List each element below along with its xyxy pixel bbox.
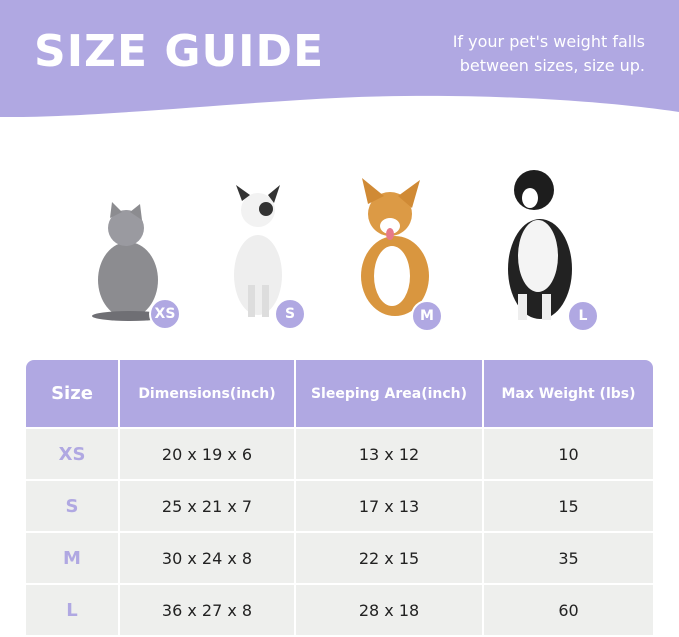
- table-cell: 35: [484, 533, 653, 583]
- size-badge-m: M: [411, 300, 443, 332]
- table-row: M 30 x 24 x 8 22 x 15 35: [26, 533, 653, 583]
- size-cell: S: [26, 481, 118, 531]
- size-badge-xs: XS: [149, 298, 181, 330]
- french-bulldog-image: [234, 185, 282, 317]
- table-cell: 15: [484, 481, 653, 531]
- table-body: XS 20 x 19 x 6 13 x 12 10 S 25 x 21 x 7 17 x 1…: [26, 429, 653, 635]
- size-badge-l: L: [567, 300, 599, 332]
- header-banner: [0, 0, 679, 118]
- size-cell: L: [26, 585, 118, 635]
- size-badge-s: S: [274, 298, 306, 330]
- table-cell: 60: [484, 585, 653, 635]
- table-cell: 13 x 12: [296, 429, 482, 479]
- sizing-note-line: between sizes, size up.: [459, 56, 645, 75]
- sizing-note: If your pet's weight falls between sizes,…: [453, 30, 645, 78]
- table-cell: 25 x 21 x 7: [120, 481, 294, 531]
- border-collie-image: [508, 170, 572, 320]
- table-row: S 25 x 21 x 7 17 x 13 15: [26, 481, 653, 531]
- size-cell: M: [26, 533, 118, 583]
- column-header: Size: [26, 360, 118, 427]
- table-cell: 10: [484, 429, 653, 479]
- table-cell: 30 x 24 x 8: [120, 533, 294, 583]
- cat-image: [92, 202, 168, 321]
- table-header-row: Size Dimensions(inch) Sleeping Area(inch…: [26, 360, 653, 427]
- table-cell: 20 x 19 x 6: [120, 429, 294, 479]
- table-row: XS 20 x 19 x 6 13 x 12 10: [26, 429, 653, 479]
- column-header: Max Weight (lbs): [484, 360, 653, 427]
- table-row: L 36 x 27 x 8 28 x 18 60: [26, 585, 653, 635]
- table-cell: 22 x 15: [296, 533, 482, 583]
- table-cell: 17 x 13: [296, 481, 482, 531]
- corgi-image: [361, 178, 429, 316]
- table-cell: 28 x 18: [296, 585, 482, 635]
- size-table: Size Dimensions(inch) Sleeping Area(inch…: [24, 358, 655, 637]
- size-cell: XS: [26, 429, 118, 479]
- column-header: Dimensions(inch): [120, 360, 294, 427]
- sizing-note-line: If your pet's weight falls: [452, 32, 645, 51]
- column-header: Sleeping Area(inch): [296, 360, 482, 427]
- table-cell: 36 x 27 x 8: [120, 585, 294, 635]
- page-title: SIZE GUIDE: [34, 26, 325, 77]
